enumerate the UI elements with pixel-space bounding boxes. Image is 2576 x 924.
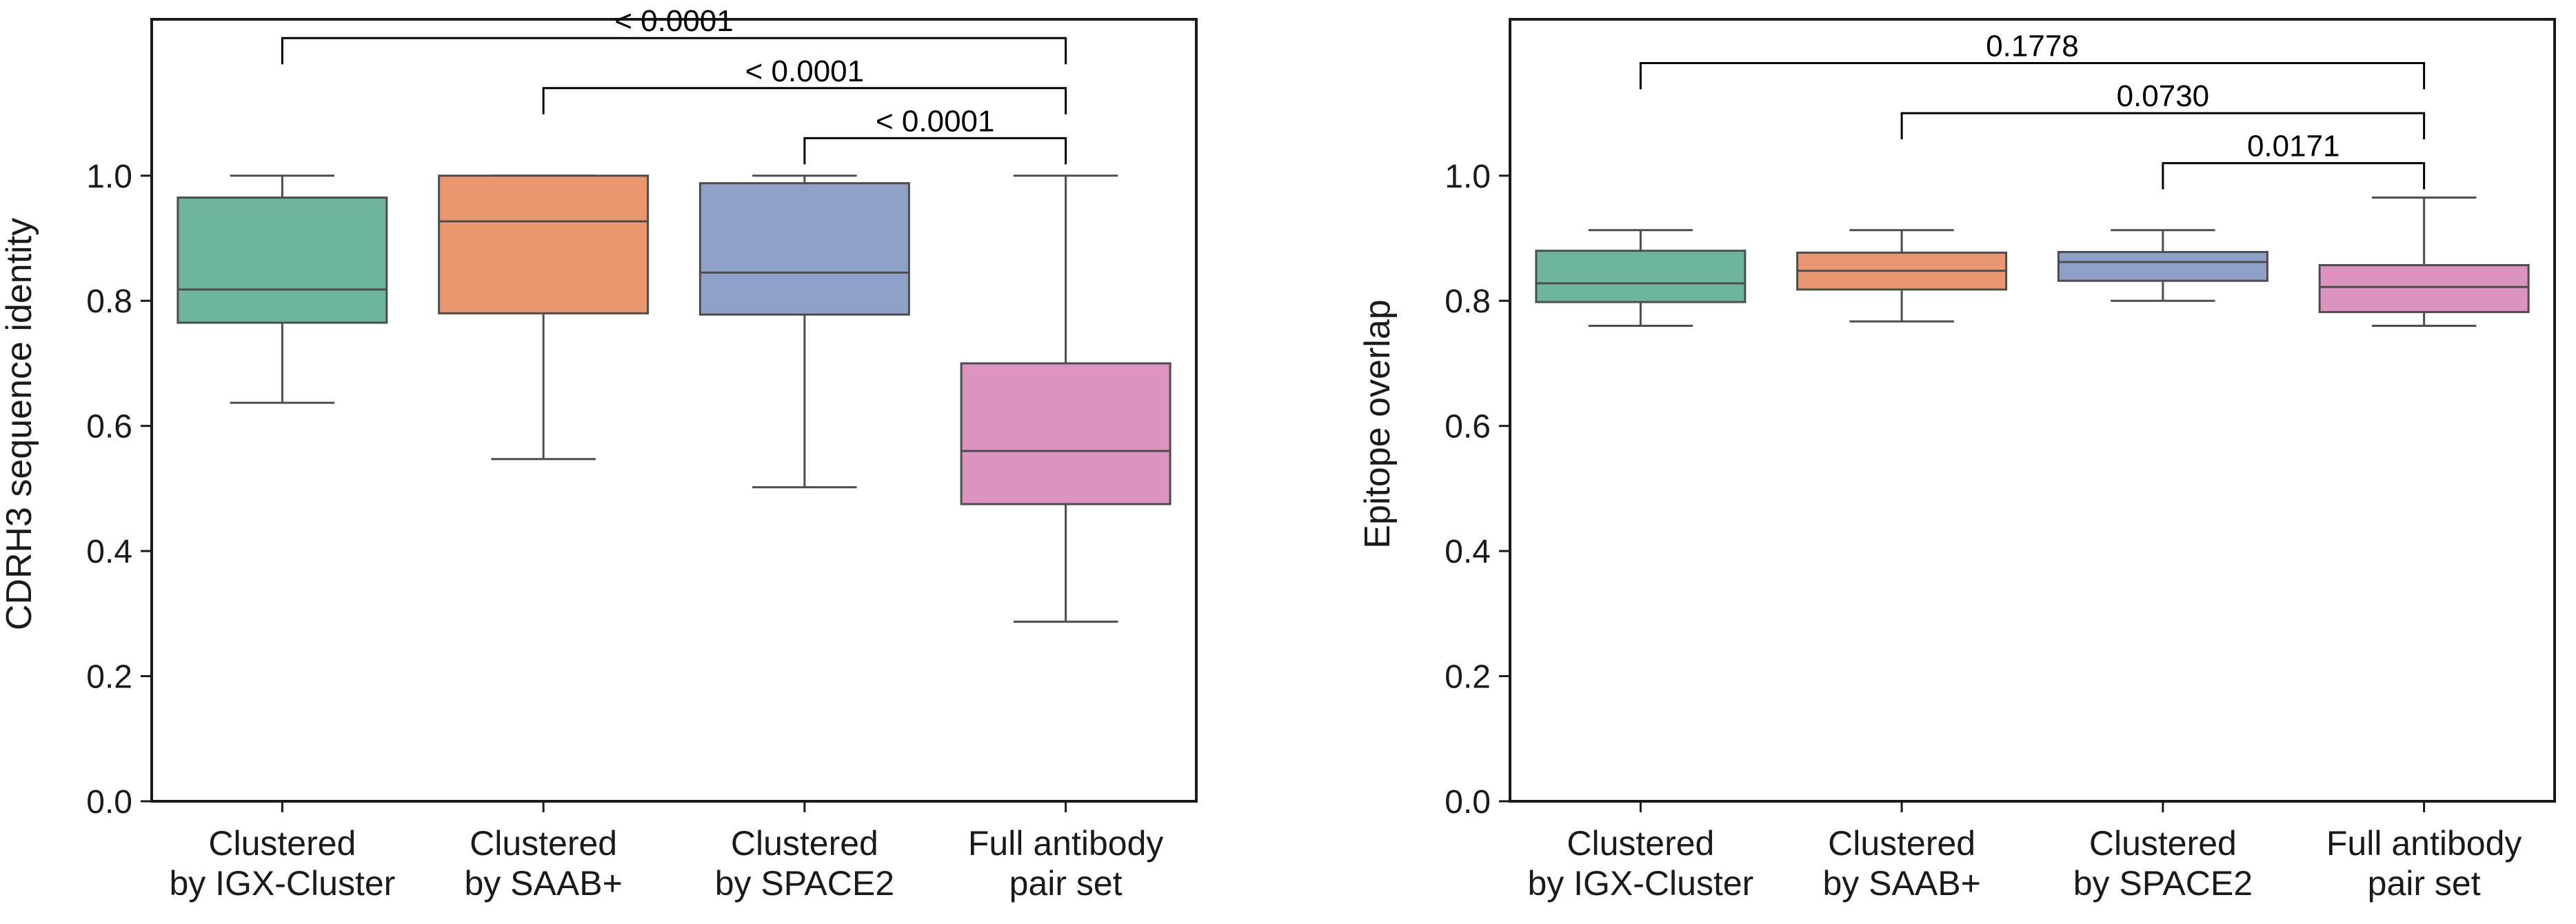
y-tick-label: 0.0 — [1445, 784, 1491, 821]
box-2 — [2057, 229, 2268, 302]
box-body — [1535, 250, 1747, 303]
box-1 — [1796, 229, 2008, 323]
y-tick-label: 1.0 — [86, 159, 132, 195]
box-body — [2318, 264, 2530, 314]
right-boxplot-panel: 0.0 0.2 0.4 0.6 0.8 1.0 Epitope overlap Cluster… — [1358, 18, 2556, 903]
p-value-label: < 0.0001 — [614, 4, 734, 38]
box-body — [177, 197, 388, 324]
box-0 — [177, 174, 388, 404]
significance-bracket — [2162, 162, 2426, 190]
y-tick-label: 1.0 — [1445, 159, 1491, 195]
x-category-label: Clustered — [1828, 824, 1975, 863]
box-body — [698, 182, 910, 316]
p-value-label: < 0.0001 — [876, 104, 995, 138]
plot-frame — [150, 18, 1198, 803]
y-axis-label: CDRH3 sequence identity — [0, 218, 39, 630]
y-tick-label: 0.6 — [1445, 409, 1491, 445]
y-tick-label: 0.8 — [1445, 283, 1491, 320]
p-value-label: < 0.0001 — [745, 54, 865, 88]
y-tick-label: 0.4 — [1445, 534, 1491, 570]
x-category-label: Clustered — [1567, 824, 1714, 863]
y-tick-label: 0.2 — [1445, 659, 1491, 696]
x-category-label: by SPACE2 — [715, 864, 894, 903]
box-2 — [698, 174, 910, 489]
p-value-label: 0.1778 — [1986, 30, 2079, 63]
x-category-label: Clustered — [2089, 824, 2237, 863]
left-boxplot-panel: 0.0 0.2 0.4 0.6 0.8 1.0 CDRH3 sequence identit… — [0, 4, 1198, 903]
x-category-label: Clustered — [470, 824, 617, 863]
box-body — [960, 362, 1171, 505]
x-category-label: by SAAB+ — [464, 864, 622, 903]
box-body — [2057, 250, 2268, 282]
y-tick-label: 0.8 — [86, 283, 132, 320]
x-category-label: Full antibody — [968, 824, 1164, 863]
x-category-label: Full antibody — [2326, 824, 2522, 863]
plot-frame — [1509, 18, 2556, 803]
x-category-label: Clustered — [208, 824, 356, 863]
box-1 — [438, 174, 650, 461]
significance-bracket — [1900, 112, 2426, 140]
y-tick-label: 0.0 — [86, 784, 132, 821]
x-category-label: by SAAB+ — [1822, 864, 1980, 903]
y-tick-label: 0.4 — [86, 534, 132, 570]
x-category-label: Clustered — [731, 824, 878, 863]
box-3 — [960, 174, 1171, 623]
x-category-label: by IGX-Cluster — [169, 864, 395, 903]
box-0 — [1535, 229, 1747, 328]
box-3 — [2318, 197, 2530, 328]
significance-bracket — [281, 37, 1067, 65]
significance-bracket — [542, 87, 1067, 114]
y-tick-label: 0.2 — [86, 659, 132, 696]
significance-bracket — [803, 137, 1067, 165]
y-tick-label: 0.6 — [86, 409, 132, 445]
y-axis-label: Epitope overlap — [1358, 299, 1398, 548]
x-category-label: pair set — [1009, 864, 1123, 903]
x-category-label: by IGX-Cluster — [1527, 864, 1753, 903]
x-category-label: pair set — [2368, 864, 2481, 903]
significance-bracket — [1639, 62, 2426, 90]
box-body — [438, 174, 650, 314]
x-category-label: by SPACE2 — [2073, 864, 2253, 903]
p-value-label: 0.0171 — [2247, 130, 2340, 163]
p-value-label: 0.0730 — [2117, 79, 2210, 113]
